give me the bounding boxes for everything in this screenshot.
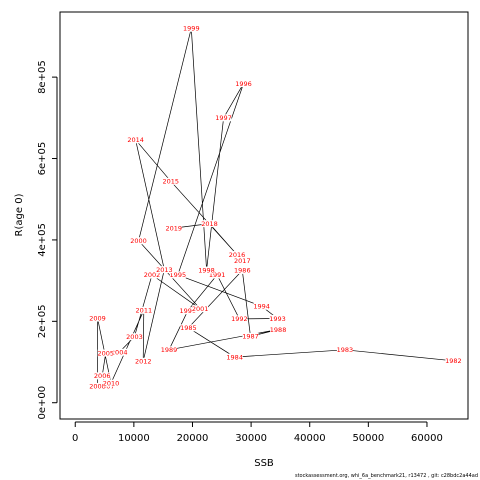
point-label-bg [231, 315, 248, 323]
point-label-1989: 1989 [161, 346, 178, 354]
point-label-bg [127, 136, 144, 144]
point-label-bg [198, 266, 215, 274]
y-axis-label: R(age 0) [14, 193, 25, 236]
point-label-2010: 2010 [103, 379, 120, 387]
point-label-1987: 1987 [242, 333, 259, 341]
point-label-bg [135, 306, 152, 314]
point-label-2012: 2012 [135, 358, 152, 366]
point-labels: 1982 1983 1984 1985 1986 1987 1988 1989 1990 1991… [89, 25, 461, 391]
y-tick-label: 2e+05 [37, 305, 48, 339]
point-label-1982: 1982 [445, 357, 462, 365]
series-path [97, 28, 454, 387]
point-label-bg [269, 314, 286, 322]
x-tick-label: 30000 [235, 433, 267, 444]
point-label-bg [209, 271, 226, 279]
point-label-bg [234, 257, 251, 265]
point-label-bg [161, 346, 178, 354]
point-label-1993: 1993 [269, 315, 286, 323]
point-label-1991: 1991 [209, 271, 226, 279]
point-label-bg [89, 314, 106, 322]
point-label-bg [89, 382, 106, 390]
y-tick-label: 4e+05 [37, 223, 48, 257]
x-axis-label: SSB [254, 458, 274, 469]
point-label-1986: 1986 [234, 267, 251, 275]
point-label-bg [253, 302, 270, 310]
point-label-2005: 2005 [97, 349, 114, 357]
point-label-2007: 2007 [98, 383, 115, 391]
point-label-2015: 2015 [163, 178, 180, 186]
point-label-bg [180, 324, 197, 332]
point-label-1997: 1997 [215, 114, 232, 122]
point-label-2013: 2013 [156, 266, 173, 274]
point-label-1985: 1985 [180, 324, 197, 332]
point-label-bg [156, 266, 173, 274]
y-tick-label: 8e+05 [37, 60, 48, 94]
point-label-bg [229, 251, 246, 259]
point-label-1983: 1983 [337, 346, 354, 354]
point-label-2003: 2003 [126, 333, 143, 341]
point-label-bg [235, 80, 252, 88]
point-label-2014: 2014 [127, 136, 144, 144]
point-label-2019: 2019 [165, 224, 182, 232]
point-label-2002: 2002 [144, 271, 161, 279]
point-label-bg [162, 177, 179, 185]
point-label-2016: 2016 [229, 251, 246, 259]
y-tick-label: 0e+00 [37, 386, 48, 420]
point-label-1988: 1988 [270, 326, 287, 334]
x-tick-label: 20000 [177, 433, 209, 444]
x-tick-label: 10000 [118, 433, 150, 444]
point-label-bg [242, 332, 259, 340]
point-label-bg [270, 325, 287, 333]
x-axis: 0 10000 20000 30000 40000 50000 60000 [72, 421, 443, 444]
point-label-bg [126, 333, 143, 341]
point-label-bg [336, 346, 353, 354]
point-label-2001: 2001 [192, 305, 209, 313]
point-label-2009: 2009 [89, 314, 106, 322]
point-label-bg [135, 357, 152, 365]
footer-credit: stockassessment.org, whi_6a_benchmark21,… [294, 473, 478, 479]
point-label-bg [165, 224, 182, 232]
point-label-1996: 1996 [235, 80, 252, 88]
x-tick-label: 60000 [411, 433, 443, 444]
point-label-bg [179, 307, 196, 315]
sr-trajectory-line [97, 28, 454, 387]
x-tick-label: 0 [72, 433, 78, 444]
point-label-bg [169, 271, 186, 279]
y-tick-label: 6e+05 [37, 142, 48, 176]
point-label-1992: 1992 [231, 315, 248, 323]
point-label-1998: 1998 [198, 266, 215, 274]
point-label-bg [215, 114, 232, 122]
point-label-1984: 1984 [226, 353, 243, 361]
point-label-bg [94, 372, 111, 380]
plot-frame [59, 11, 469, 420]
point-label-1990: 1990 [180, 307, 197, 315]
point-label-2011: 2011 [136, 307, 153, 315]
point-label-bg [97, 349, 114, 357]
point-label-bg [445, 357, 462, 365]
point-label-2017: 2017 [234, 257, 251, 265]
x-tick-label: 50000 [352, 433, 384, 444]
point-label-bg [183, 24, 200, 32]
point-label-bg [144, 271, 161, 279]
point-label-2006: 2006 [94, 372, 111, 380]
point-label-bg [192, 305, 209, 313]
point-label-1994: 1994 [253, 303, 270, 311]
point-label-2004: 2004 [111, 349, 128, 357]
point-label-1995: 1995 [170, 271, 187, 279]
point-label-2018: 2018 [201, 220, 218, 228]
point-label-bg [234, 266, 251, 274]
point-label-2008: 2008 [89, 383, 106, 391]
point-label-bg [130, 237, 147, 245]
point-label-2000: 2000 [130, 237, 147, 245]
point-label-bg [103, 379, 119, 387]
point-label-bg [111, 348, 128, 356]
point-label-bg [201, 220, 218, 228]
x-tick-label: 40000 [294, 433, 326, 444]
y-axis: 0e+00 2e+05 4e+05 6e+05 8e+05 [37, 60, 58, 420]
point-label-bg [226, 353, 243, 361]
point-label-1999: 1999 [183, 25, 200, 33]
